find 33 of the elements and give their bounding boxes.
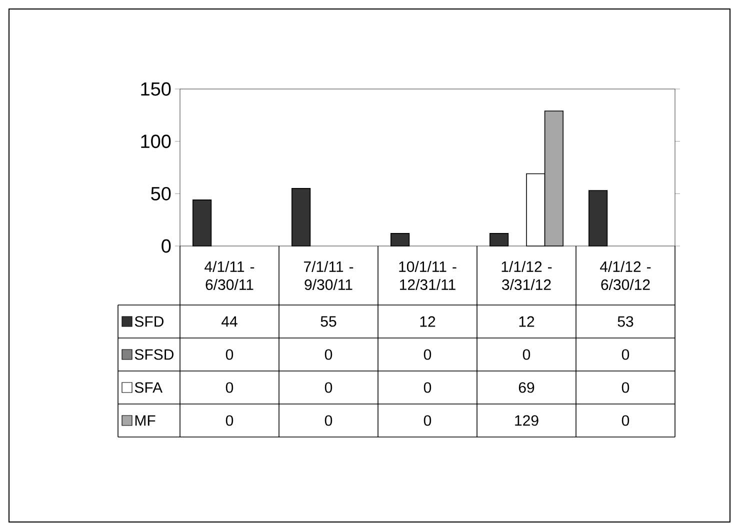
data-label: 44 bbox=[222, 316, 238, 327]
x-tick-label: 7/1/11 - 9/30/11 bbox=[304, 260, 354, 290]
data-label: 0 bbox=[324, 349, 332, 360]
data-label: 0 bbox=[622, 382, 630, 393]
data-label: 0 bbox=[424, 415, 432, 426]
data-label: 0 bbox=[424, 382, 432, 393]
data-label: 0 bbox=[324, 382, 332, 393]
legend-label: SFSD bbox=[134, 349, 174, 360]
data-label: 0 bbox=[226, 382, 234, 393]
data-label: 0 bbox=[424, 349, 432, 360]
data-label: 53 bbox=[618, 316, 634, 327]
x-tick-label: 4/1/11 - 6/30/11 bbox=[204, 260, 254, 290]
y-tick-label: 100 bbox=[141, 134, 171, 148]
data-label: 0 bbox=[226, 349, 234, 360]
data-label: 69 bbox=[518, 382, 534, 393]
legend-label: SFA bbox=[134, 382, 163, 393]
data-label: 12 bbox=[420, 316, 436, 327]
data-label: 0 bbox=[324, 415, 332, 426]
y-tick-label: 50 bbox=[151, 186, 171, 200]
y-tick-label: 0 bbox=[162, 239, 171, 253]
data-label: 0 bbox=[622, 349, 630, 360]
data-label: 0 bbox=[622, 415, 630, 426]
data-label: 129 bbox=[515, 415, 538, 426]
x-tick-label: 4/1/12 - 6/30/12 bbox=[600, 260, 651, 290]
y-tick-label: 150 bbox=[141, 82, 171, 96]
legend-label: MF bbox=[135, 415, 156, 426]
data-label: 12 bbox=[519, 316, 534, 327]
data-label: 55 bbox=[320, 316, 336, 327]
data-label: 0 bbox=[226, 415, 234, 426]
x-tick-label: 1/1/12 - 3/31/12 bbox=[502, 260, 552, 290]
x-tick-label: 10/1/11 - 12/31/11 bbox=[399, 260, 456, 290]
legend-label: SFD bbox=[134, 316, 164, 327]
data-label: 0 bbox=[522, 349, 530, 360]
